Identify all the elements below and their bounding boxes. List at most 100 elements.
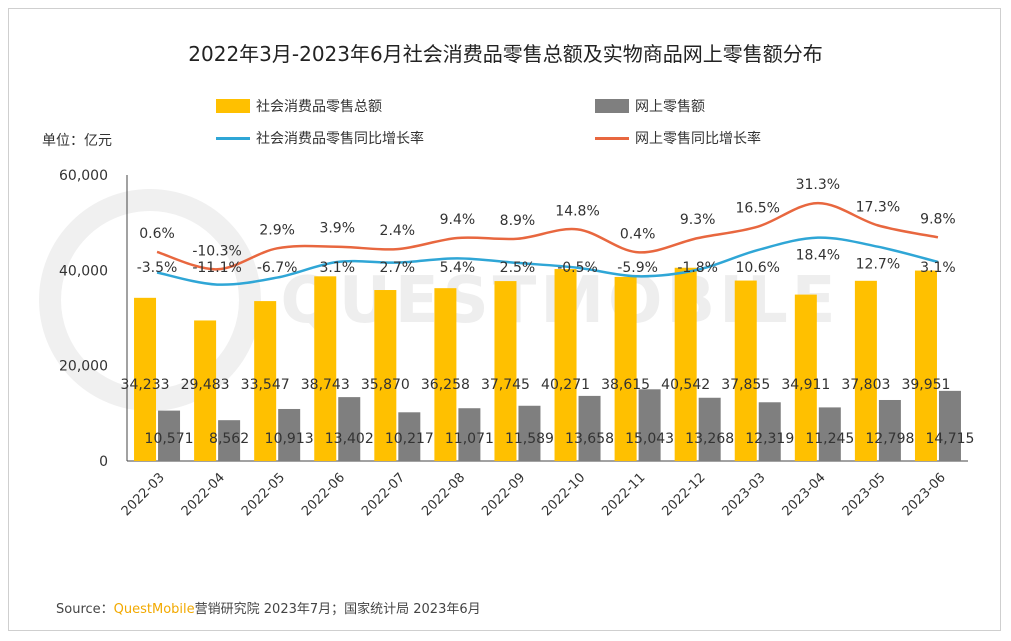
data-label-online-growth: 16.5%	[736, 201, 780, 217]
bar-online-retail	[878, 399, 901, 461]
source-note: Source：QuestMobile营销研究院 2023年7月；国家统计局 20…	[56, 598, 481, 617]
legend-label-online-retail: 网上零售额	[635, 99, 705, 115]
data-label-retail-growth: 10.6%	[736, 260, 780, 276]
x-tick-label: 2023-04	[780, 470, 829, 519]
bar-online-retail	[338, 397, 361, 461]
data-label-online-retail: 11,071	[445, 431, 494, 447]
data-label-online-growth: 2.9%	[259, 222, 295, 238]
data-label-online-retail: 14,715	[925, 431, 974, 447]
unit-label: 单位：亿元	[42, 133, 112, 149]
x-tick-label: 2022-08	[419, 470, 468, 519]
legend-item-online-retail: 网上零售额	[595, 96, 705, 116]
line-online-growth	[156, 201, 939, 271]
x-tick-label: 2022-09	[479, 470, 528, 519]
data-label-online-growth: 31.3%	[796, 177, 840, 193]
data-label-retail-growth: 2.7%	[380, 260, 416, 276]
bar-retail-total	[134, 297, 157, 461]
data-label-retail-total: 37,855	[721, 377, 770, 393]
data-label-retail-growth: -3.5%	[137, 260, 178, 276]
data-label-retail-total: 40,542	[661, 377, 710, 393]
data-label-online-retail: 8,562	[209, 431, 249, 447]
legend-item-online-growth: 网上零售同比增长率	[595, 128, 761, 148]
data-label-retail-total: 39,951	[901, 377, 950, 393]
legend-label-online-growth: 网上零售同比增长率	[635, 131, 761, 147]
legend-item-retail-growth: 社会消费品零售同比增长率	[216, 128, 424, 148]
bar-online-retail	[218, 420, 241, 461]
bar-retail-total	[854, 280, 877, 461]
data-label-online-growth: 2.4%	[380, 223, 416, 239]
data-label-online-retail: 11,589	[505, 431, 554, 447]
bar-retail-total	[794, 294, 817, 461]
y-tick-label: 40,000	[59, 263, 108, 279]
bar-online-retail	[818, 407, 841, 461]
bar-online-retail	[578, 395, 601, 461]
x-tick-label: 2022-07	[359, 470, 408, 519]
bar-retail-total	[314, 276, 337, 461]
data-label-retail-growth: 3.1%	[319, 260, 355, 276]
data-label-retail-total: 38,615	[601, 377, 650, 393]
data-label-online-retail: 12,798	[865, 431, 914, 447]
x-tick-label: 2023-06	[900, 470, 949, 519]
bar-retail-total	[194, 320, 217, 461]
x-tick-label: 2023-05	[840, 470, 889, 519]
bar-retail-total	[554, 269, 577, 461]
data-label-online-growth: 8.9%	[500, 213, 536, 229]
data-label-online-retail: 11,245	[805, 431, 854, 447]
bar-retail-total	[674, 267, 697, 461]
data-label-online-retail: 10,217	[385, 431, 434, 447]
x-tick-label: 2022-06	[299, 470, 348, 519]
bar-online-retail	[758, 402, 781, 461]
bar-retail-total	[374, 290, 397, 461]
data-label-online-growth: 17.3%	[856, 199, 900, 215]
data-label-retail-total: 36,258	[421, 377, 470, 393]
data-label-online-growth: 3.9%	[319, 221, 355, 237]
x-tick-label: 2022-11	[599, 470, 648, 519]
data-label-retail-total: 35,870	[361, 377, 410, 393]
data-label-online-growth: 9.3%	[680, 212, 716, 228]
legend-label-retail-growth: 社会消费品零售同比增长率	[256, 131, 424, 147]
data-label-retail-growth: -0.5%	[557, 260, 598, 276]
chart-title: 2022年3月-2023年6月社会消费品零售总额及实物商品网上零售额分布	[188, 42, 823, 66]
data-label-retail-growth: 18.4%	[796, 248, 840, 264]
x-tick-label: 2022-05	[239, 470, 288, 519]
bar-online-retail	[398, 412, 421, 461]
data-label-online-growth: 0.6%	[139, 226, 175, 242]
bar-online-retail	[938, 390, 961, 461]
y-tick-label: 60,000	[59, 168, 108, 184]
data-label-retail-growth: 2.5%	[500, 260, 536, 276]
data-label-online-retail: 10,913	[265, 431, 314, 447]
line-retail-growth	[156, 236, 939, 286]
bar-online-retail	[638, 389, 661, 461]
data-label-retail-total: 29,483	[181, 377, 230, 393]
x-tick-label: 2022-10	[539, 470, 588, 519]
bar-retail-total	[734, 280, 757, 461]
data-label-online-retail: 12,319	[745, 431, 794, 447]
legend-swatch-retail-total	[216, 99, 250, 113]
data-label-online-growth: 9.8%	[920, 211, 956, 227]
x-tick-label: 2022-03	[119, 470, 168, 519]
bar-online-retail	[518, 405, 541, 461]
legend-item-retail-total: 社会消费品零售总额	[216, 96, 382, 116]
legend-swatch-online-growth	[595, 136, 629, 140]
bar-online-retail	[158, 410, 181, 461]
data-label-retail-growth: -1.8%	[677, 260, 718, 276]
y-tick-label: 20,000	[59, 359, 108, 375]
data-label-online-retail: 13,402	[325, 431, 374, 447]
data-label-retail-total: 34,911	[781, 377, 830, 393]
x-tick-label: 2022-12	[659, 470, 708, 519]
data-label-online-growth: 0.4%	[620, 226, 656, 242]
bar-online-retail	[698, 397, 721, 461]
y-tick-label: 0	[99, 454, 108, 470]
data-label-retail-growth: 12.7%	[856, 257, 900, 273]
legend-swatch-retail-growth	[216, 136, 250, 140]
bar-retail-total	[254, 301, 277, 461]
data-label-retail-growth: 5.4%	[440, 260, 476, 276]
data-label-retail-growth: -11.1%	[192, 260, 242, 276]
data-label-retail-total: 37,745	[481, 377, 530, 393]
data-label-retail-total: 33,547	[241, 377, 290, 393]
legend-swatch-online-retail	[595, 99, 629, 113]
data-label-retail-total: 40,271	[541, 377, 590, 393]
data-label-online-retail: 13,658	[565, 431, 614, 447]
data-label-online-retail: 13,268	[685, 431, 734, 447]
